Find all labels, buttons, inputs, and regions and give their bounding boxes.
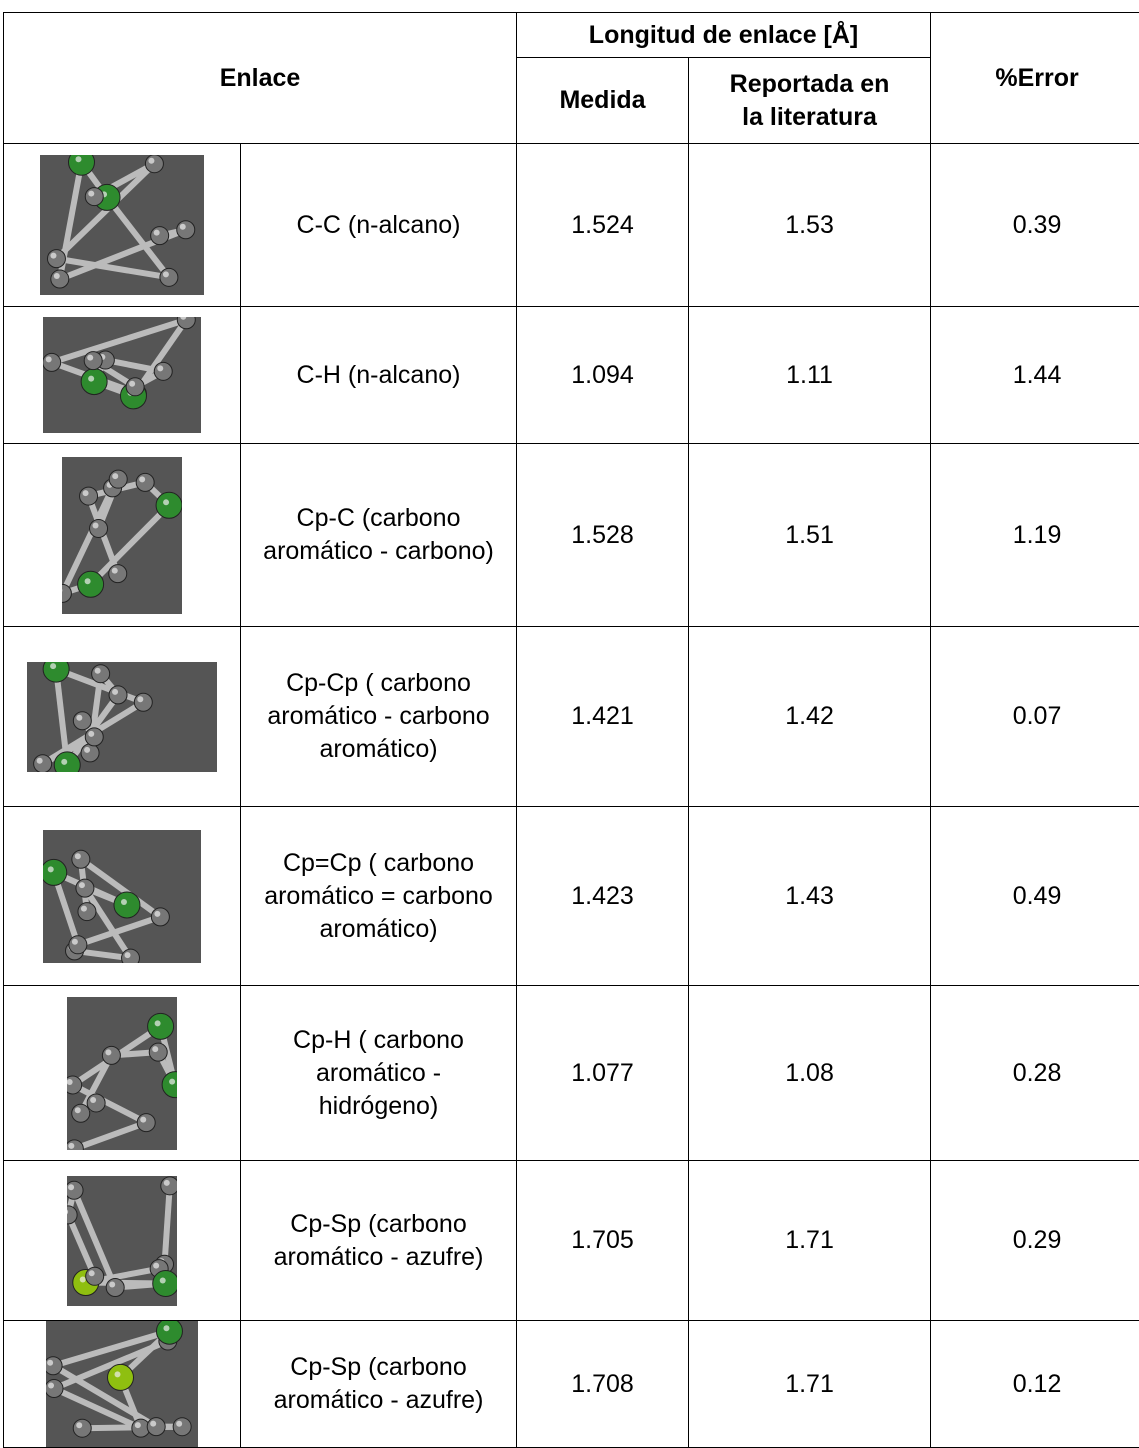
bond-table: Enlace Longitud de enlace [Å] %Error Med…	[3, 12, 1139, 1448]
bond-name: Cp-Sp (carbono aromático - azufre)	[241, 1161, 517, 1321]
header-error: %Error	[931, 13, 1139, 144]
bond-name: Cp-Cp ( carbono aromático - carbono arom…	[241, 627, 517, 807]
table-row: Cp-H ( carbono aromático - hidrógeno)1.0…	[4, 986, 1139, 1161]
image-cell	[4, 444, 241, 627]
measured-value: 1.094	[517, 307, 689, 444]
image-cell	[4, 144, 241, 307]
image-cell	[4, 307, 241, 444]
error-value: 0.12	[931, 1321, 1139, 1448]
measured-value: 1.524	[517, 144, 689, 307]
error-value: 0.28	[931, 986, 1139, 1161]
reported-value: 1.71	[689, 1321, 931, 1448]
image-cell	[4, 627, 241, 807]
reported-value: 1.53	[689, 144, 931, 307]
bond-name: C-H (n-alcano)	[241, 307, 517, 444]
measured-value: 1.528	[517, 444, 689, 627]
molecule-image	[43, 830, 201, 963]
bond-name: Cp=Cp ( carbono aromático = carbono arom…	[241, 807, 517, 986]
reported-value: 1.08	[689, 986, 931, 1161]
molecule-image	[43, 317, 201, 433]
bond-name: Cp-C (carbono aromático - carbono)	[241, 444, 517, 627]
measured-value: 1.421	[517, 627, 689, 807]
image-cell	[4, 1321, 241, 1448]
bond-name: Cp-Sp (carbono aromático - azufre)	[241, 1321, 517, 1448]
molecule-image	[62, 457, 182, 614]
molecule-image	[46, 1321, 198, 1447]
error-value: 0.39	[931, 144, 1139, 307]
molecule-image	[40, 155, 204, 295]
error-value: 1.44	[931, 307, 1139, 444]
reported-value: 1.51	[689, 444, 931, 627]
image-cell	[4, 807, 241, 986]
reported-value: 1.71	[689, 1161, 931, 1321]
image-cell	[4, 1161, 241, 1321]
molecule-image	[67, 1176, 177, 1306]
measured-value: 1.423	[517, 807, 689, 986]
measured-value: 1.077	[517, 986, 689, 1161]
table-row: Cp=Cp ( carbono aromático = carbono arom…	[4, 807, 1139, 986]
molecule-image	[67, 997, 177, 1150]
reported-value: 1.43	[689, 807, 931, 986]
reported-value: 1.11	[689, 307, 931, 444]
measured-value: 1.708	[517, 1321, 689, 1448]
error-value: 1.19	[931, 444, 1139, 627]
header-bond: Enlace	[4, 13, 517, 144]
reported-value: 1.42	[689, 627, 931, 807]
measured-value: 1.705	[517, 1161, 689, 1321]
bond-name: C-C (n-alcano)	[241, 144, 517, 307]
header-measured: Medida	[517, 58, 689, 144]
bond-name: Cp-H ( carbono aromático - hidrógeno)	[241, 986, 517, 1161]
error-value: 0.49	[931, 807, 1139, 986]
error-value: 0.29	[931, 1161, 1139, 1321]
image-cell	[4, 986, 241, 1161]
error-value: 0.07	[931, 627, 1139, 807]
header-reported: Reportada en la literatura	[689, 58, 931, 144]
page: Enlace Longitud de enlace [Å] %Error Med…	[0, 0, 1139, 1439]
table-row: Cp-Cp ( carbono aromático - carbono arom…	[4, 627, 1139, 807]
header-length: Longitud de enlace [Å]	[517, 13, 931, 58]
molecule-image	[27, 662, 217, 772]
